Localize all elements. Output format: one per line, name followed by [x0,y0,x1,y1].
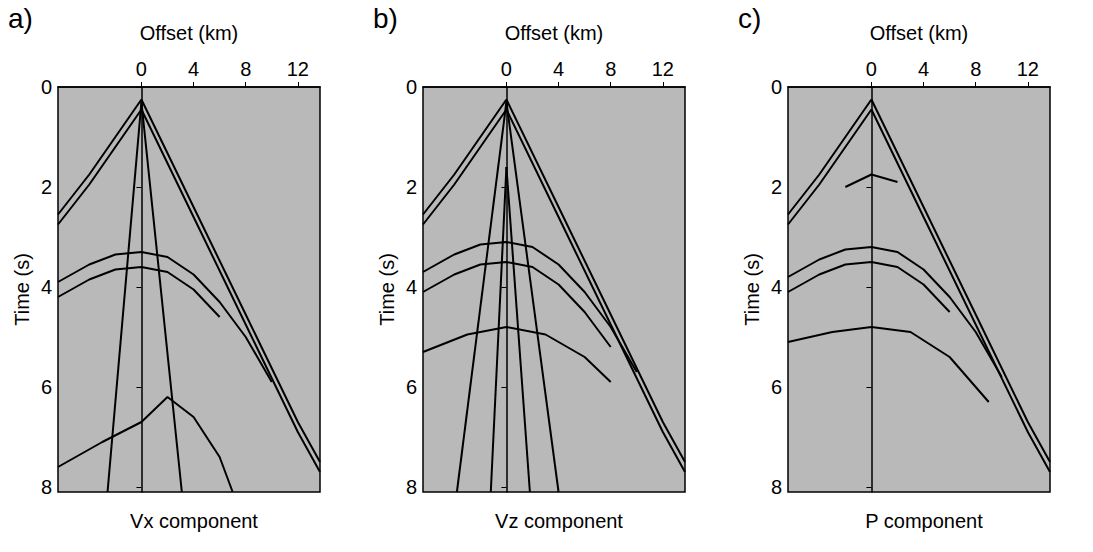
svg-text:6: 6 [41,376,52,398]
svg-text:Offset (km): Offset (km) [140,22,239,44]
svg-text:0: 0 [771,76,782,98]
svg-text:Time (s): Time (s) [741,253,763,326]
svg-text:4: 4 [406,276,417,298]
svg-text:4: 4 [553,58,564,80]
svg-text:0: 0 [136,58,147,80]
svg-text:8: 8 [605,58,616,80]
svg-text:Offset (km): Offset (km) [505,22,604,44]
svg-text:Vx component: Vx component [130,510,258,532]
svg-text:4: 4 [918,58,929,80]
svg-text:0: 0 [41,76,52,98]
svg-text:8: 8 [771,476,782,498]
svg-text:4: 4 [41,276,52,298]
svg-text:P component: P component [865,510,983,532]
svg-text:2: 2 [41,176,52,198]
svg-text:2: 2 [771,176,782,198]
svg-text:6: 6 [406,376,417,398]
svg-text:6: 6 [771,376,782,398]
svg-text:Vz component: Vz component [495,510,623,532]
svg-text:12: 12 [1017,58,1039,80]
svg-text:0: 0 [406,76,417,98]
svg-text:4: 4 [188,58,199,80]
svg-text:Time (s): Time (s) [11,253,33,326]
svg-text:b): b) [373,3,398,34]
svg-text:Time (s): Time (s) [376,253,398,326]
svg-text:8: 8 [970,58,981,80]
svg-text:Offset (km): Offset (km) [870,22,969,44]
svg-text:8: 8 [406,476,417,498]
svg-text:8: 8 [41,476,52,498]
svg-text:8: 8 [240,58,251,80]
svg-text:a): a) [8,3,33,34]
svg-text:12: 12 [287,58,309,80]
svg-text:4: 4 [771,276,782,298]
svg-text:c): c) [738,3,761,34]
svg-text:2: 2 [406,176,417,198]
svg-text:0: 0 [501,58,512,80]
svg-text:12: 12 [652,58,674,80]
svg-text:0: 0 [866,58,877,80]
